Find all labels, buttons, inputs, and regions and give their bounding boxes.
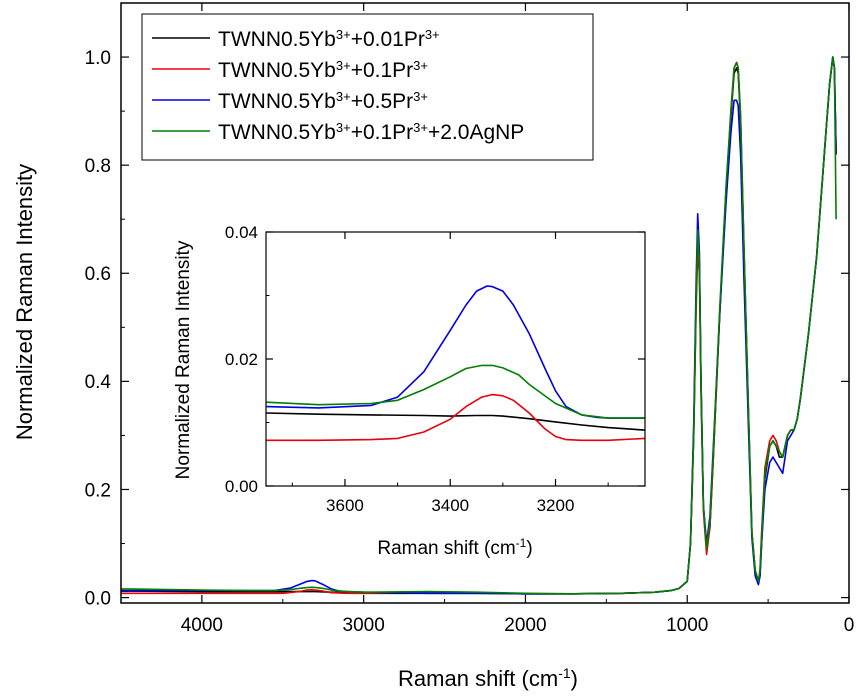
inset-x-tick-label: 3600	[326, 496, 364, 515]
inset-plot: 3600 3400 3200 0.00 0.02 0.04 Raman shift (cm…	[173, 223, 646, 559]
inset-x-tick-label: 3400	[431, 496, 469, 515]
main-x-tick-label: 2000	[504, 615, 546, 636]
legend-box	[141, 13, 594, 161]
inset-y-tick-label: 0.00	[225, 477, 258, 496]
inset-series-group	[266, 285, 645, 442]
main-x-tick-label: 1000	[666, 615, 708, 636]
inset-axes: 3600 3400 3200 0.00 0.02 0.04	[225, 223, 645, 515]
legend-label-3: TWNN0.5Yb3++0.1Pr3++2.0AgNP	[218, 120, 524, 145]
main-y-tick-label: 0.0	[85, 588, 111, 609]
legend: TWNN0.5Yb3++0.01Pr3+ TWNN0.5Yb3++0.1Pr3+ T…	[141, 13, 594, 161]
main-x-tick-label: 0	[844, 615, 855, 636]
main-plot-frame	[120, 2, 850, 604]
main-series-line-3	[121, 56, 837, 595]
inset-x-tick-label: 3200	[537, 496, 575, 515]
legend-label-2: TWNN0.5Yb3++0.5Pr3+	[218, 89, 428, 114]
main-axes: 4000 3000 2000 1000 0 0.0 0.2 0.4 0.6 0.8 1.0	[85, 3, 855, 636]
main-y-tick-label: 0.6	[85, 264, 111, 285]
inset-y-axis-label: Normalized Raman Intensity	[173, 240, 194, 479]
inset-series-line-1	[266, 393, 645, 442]
main-y-tick-label: 0.4	[85, 372, 112, 393]
main-y-tick-label: 0.2	[85, 480, 111, 501]
main-x-tick-label: 4000	[181, 615, 223, 636]
main-series-group	[121, 56, 837, 595]
inset-y-tick-label: 0.04	[225, 223, 258, 242]
main-y-tick-label: 1.0	[85, 48, 111, 69]
legend-label-1: TWNN0.5Yb3++0.1Pr3+	[218, 58, 428, 83]
inset-x-axis-label: Raman shift (cm-1)	[377, 536, 532, 559]
main-x-tick-label: 3000	[343, 615, 385, 636]
legend-label-0: TWNN0.5Yb3++0.01Pr3+	[218, 27, 440, 52]
main-y-axis-label: Normalized Raman Intensity	[12, 164, 37, 440]
main-x-axis-label: Raman shift (cm-1)	[398, 665, 578, 691]
main-y-tick-label: 0.8	[85, 156, 111, 177]
inset-series-line-0	[266, 412, 645, 431]
inset-series-line-3	[266, 364, 645, 419]
inset-y-tick-label: 0.02	[225, 350, 258, 369]
